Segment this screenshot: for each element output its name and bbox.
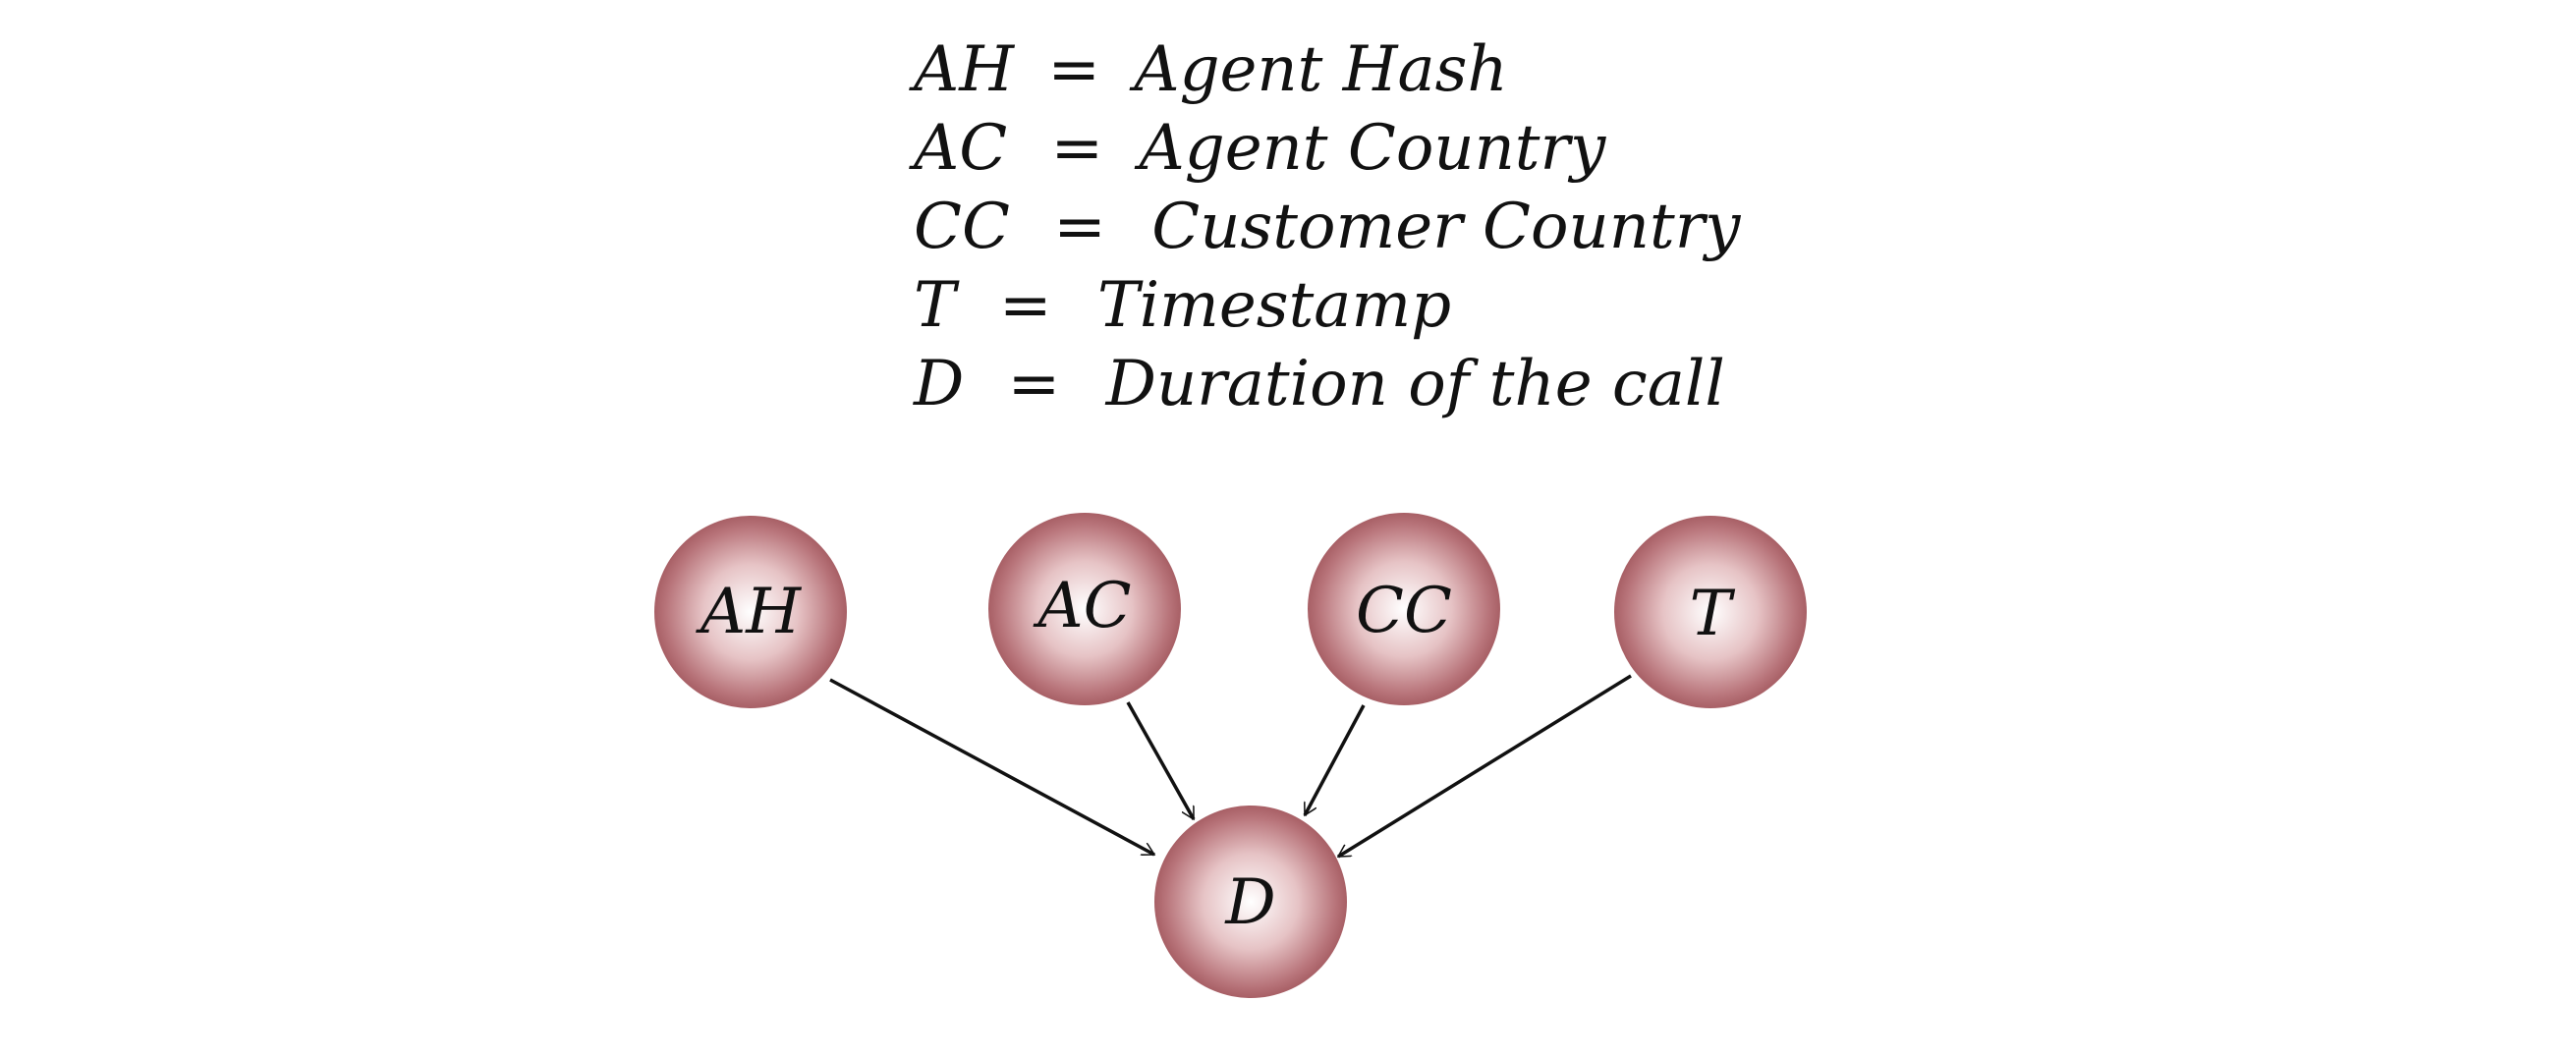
node-cc-ball: [1308, 513, 1500, 705]
legend-item: D = Duration of the call: [913, 348, 1725, 420]
edges: [829, 674, 1632, 859]
legend-meaning: Customer Country: [1151, 191, 1741, 263]
legend-abbr: D: [913, 348, 964, 420]
node-ac-label: AC: [1033, 570, 1131, 642]
legend-item: CC = Customer Country: [914, 191, 1741, 263]
legend-meaning: Timestamp: [1097, 269, 1451, 342]
edge-ah-to-d: [829, 678, 1154, 857]
node-t-ball: [1614, 516, 1807, 708]
node-cc: CC: [1308, 513, 1500, 705]
legend-abbr: T: [914, 269, 960, 342]
legend-equals: =: [1053, 191, 1106, 263]
legend: AH = Agent Hash AC = Agent Country CC = …: [909, 33, 1741, 420]
node-d-label: D: [1224, 866, 1275, 939]
node-t: T: [1614, 516, 1807, 708]
node-d-ball: [1154, 806, 1347, 998]
legend-abbr: AC: [909, 112, 1007, 185]
legend-meaning: Agent Hash: [1129, 33, 1507, 106]
node-t-label: T: [1690, 578, 1736, 650]
node-ah-label: AH: [696, 576, 802, 648]
legend-equals: =: [1051, 112, 1104, 185]
edge-t-to-d: [1338, 674, 1632, 859]
node-ah: AH: [654, 516, 847, 708]
legend-equals: =: [1008, 348, 1061, 420]
edge-ac-to-d: [1126, 701, 1196, 819]
legend-meaning: Duration of the call: [1105, 348, 1725, 420]
legend-item: T = Timestamp: [914, 269, 1451, 342]
legend-item: AH = Agent Hash: [909, 33, 1508, 106]
legend-abbr: CC: [914, 191, 1010, 263]
node-ac: AC: [988, 513, 1181, 705]
legend-equals: =: [999, 269, 1052, 342]
node-ah-ball: [654, 516, 847, 708]
node-ac-ball: [988, 513, 1181, 705]
legend-equals: =: [1047, 33, 1100, 106]
legend-item: AC = Agent Country: [909, 112, 1606, 185]
legend-meaning: Agent Country: [1135, 112, 1607, 185]
edge-cc-to-d: [1303, 704, 1366, 815]
node-cc-label: CC: [1356, 575, 1452, 647]
node-d: D: [1154, 806, 1347, 998]
legend-abbr: AH: [909, 33, 1015, 106]
